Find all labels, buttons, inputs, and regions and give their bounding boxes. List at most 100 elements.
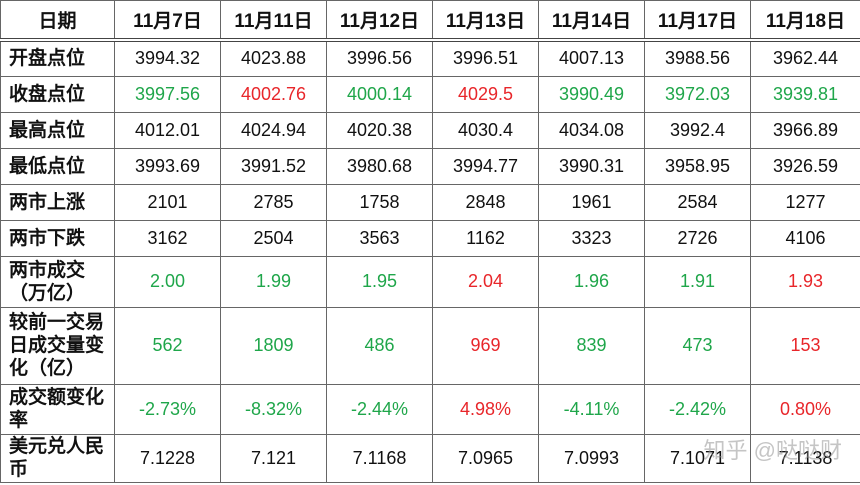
cell: 3988.56 xyxy=(644,39,751,77)
cell: 153 xyxy=(750,306,860,385)
cell: 3323 xyxy=(538,219,645,257)
cell: 3994.77 xyxy=(432,147,539,185)
cell: 3162 xyxy=(114,219,221,257)
cell: -4.11% xyxy=(538,383,645,435)
cell: 7.1168 xyxy=(326,433,433,483)
cell: 2.00 xyxy=(114,255,221,308)
table-row: 成交额变化率 -2.73% -8.32% -2.44% 4.98% -4.11% -2.42… xyxy=(0,383,860,435)
cell: 4029.5 xyxy=(432,75,539,113)
cell: 3992.4 xyxy=(644,111,751,149)
cell: 3966.89 xyxy=(750,111,860,149)
cell: 1809 xyxy=(220,306,327,385)
cell: 1.91 xyxy=(644,255,751,308)
cell: 1.95 xyxy=(326,255,433,308)
cell: 7.1228 xyxy=(114,433,221,483)
cell: 3997.56 xyxy=(114,75,221,113)
cell: 4106 xyxy=(750,219,860,257)
column-header: 日期 xyxy=(0,0,115,42)
column-header: 11月14日 xyxy=(538,0,645,42)
cell: 4024.94 xyxy=(220,111,327,149)
table-row: 收盘点位 3997.56 4002.76 4000.14 4029.5 3990.49 39… xyxy=(0,75,860,113)
cell: 2726 xyxy=(644,219,751,257)
cell: 3962.44 xyxy=(750,39,860,77)
row-label: 两市下跌 xyxy=(0,219,115,257)
row-label: 最高点位 xyxy=(0,111,115,149)
row-label: 最低点位 xyxy=(0,147,115,185)
cell: 3958.95 xyxy=(644,147,751,185)
cell: 3926.59 xyxy=(750,147,860,185)
cell: 562 xyxy=(114,306,221,385)
header-row: 日期 11月7日 11月11日 11月12日 11月13日 11月14日 11月17日 11月… xyxy=(0,0,860,42)
cell: -8.32% xyxy=(220,383,327,435)
cell: 3972.03 xyxy=(644,75,751,113)
column-header: 11月13日 xyxy=(432,0,539,42)
watermark: 知乎 @哒哒财 xyxy=(703,438,842,463)
column-header: 11月7日 xyxy=(114,0,221,42)
column-header: 11月18日 xyxy=(750,0,860,42)
row-label: 美元兑人民币 xyxy=(0,433,115,483)
row-label: 成交额变化率 xyxy=(0,383,115,435)
cell: 2848 xyxy=(432,183,539,221)
cell: 3980.68 xyxy=(326,147,433,185)
cell: 3939.81 xyxy=(750,75,860,113)
column-header: 11月12日 xyxy=(326,0,433,42)
cell: 1.96 xyxy=(538,255,645,308)
cell: 4002.76 xyxy=(220,75,327,113)
cell: 1.99 xyxy=(220,255,327,308)
table-row: 两市成交（万亿） 2.00 1.99 1.95 2.04 1.96 1.91 1.93 xyxy=(0,255,860,308)
cell: 4012.01 xyxy=(114,111,221,149)
cell: 3990.49 xyxy=(538,75,645,113)
cell: 1162 xyxy=(432,219,539,257)
cell: 4007.13 xyxy=(538,39,645,77)
cell: 4.98% xyxy=(432,383,539,435)
cell: 7.0993 xyxy=(538,433,645,483)
cell: 1.93 xyxy=(750,255,860,308)
row-label: 两市成交（万亿） xyxy=(0,255,115,308)
cell: -2.44% xyxy=(326,383,433,435)
table-row: 两市下跌 3162 2504 3563 1162 3323 2726 4106 xyxy=(0,219,860,257)
cell: 4020.38 xyxy=(326,111,433,149)
cell: 2785 xyxy=(220,183,327,221)
cell: 1961 xyxy=(538,183,645,221)
cell: 1758 xyxy=(326,183,433,221)
cell: 2101 xyxy=(114,183,221,221)
cell: 3996.56 xyxy=(326,39,433,77)
cell: 3996.51 xyxy=(432,39,539,77)
row-label: 收盘点位 xyxy=(0,75,115,113)
cell: 7.1138 xyxy=(750,433,860,483)
row-label: 开盘点位 xyxy=(0,39,115,77)
cell: 486 xyxy=(326,306,433,385)
table-body: 开盘点位 3994.32 4023.88 3996.56 3996.51 4007.13 3… xyxy=(0,39,860,483)
table-row: 两市上涨 2101 2785 1758 2848 1961 2584 1277 xyxy=(0,183,860,221)
cell: 2584 xyxy=(644,183,751,221)
table-row: 开盘点位 3994.32 4023.88 3996.56 3996.51 4007.13 3… xyxy=(0,39,860,77)
cell: 0.80% xyxy=(750,383,860,435)
cell: 3993.69 xyxy=(114,147,221,185)
cell: 3991.52 xyxy=(220,147,327,185)
cell: 3994.32 xyxy=(114,39,221,77)
cell: 4034.08 xyxy=(538,111,645,149)
cell: 2.04 xyxy=(432,255,539,308)
row-label: 两市上涨 xyxy=(0,183,115,221)
cell: 4023.88 xyxy=(220,39,327,77)
cell: 839 xyxy=(538,306,645,385)
cell: 4000.14 xyxy=(326,75,433,113)
cell: 7.1071 xyxy=(644,433,751,483)
cell: -2.42% xyxy=(644,383,751,435)
cell: 3990.31 xyxy=(538,147,645,185)
table-row: 美元兑人民币 7.1228 7.121 7.1168 7.0965 7.0993 7.107… xyxy=(0,433,860,483)
cell: 7.121 xyxy=(220,433,327,483)
cell: 969 xyxy=(432,306,539,385)
cell: 473 xyxy=(644,306,751,385)
cell: 7.0965 xyxy=(432,433,539,483)
column-header: 11月11日 xyxy=(220,0,327,42)
table-row: 最高点位 4012.01 4024.94 4020.38 4030.4 4034.08 39… xyxy=(0,111,860,149)
row-label: 较前一交易日成交量变化（亿） xyxy=(0,306,115,385)
cell: 1277 xyxy=(750,183,860,221)
cell: 3563 xyxy=(326,219,433,257)
table-row: 较前一交易日成交量变化（亿） 562 1809 486 969 839 473 153 xyxy=(0,306,860,385)
cell: -2.73% xyxy=(114,383,221,435)
column-header: 11月17日 xyxy=(644,0,751,42)
